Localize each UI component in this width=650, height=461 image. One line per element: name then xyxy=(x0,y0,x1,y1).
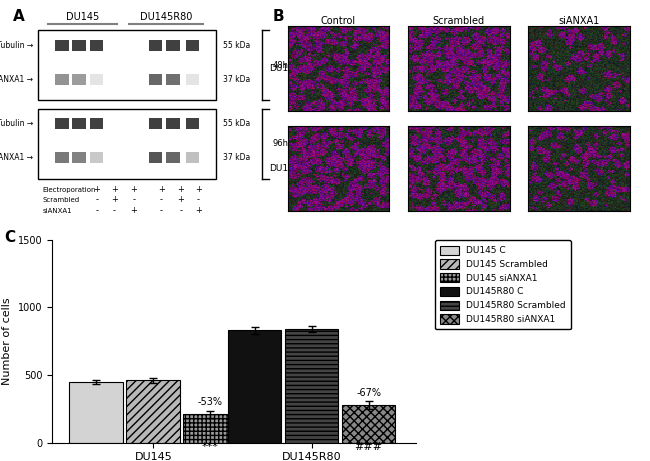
Text: 96h: 96h xyxy=(272,139,289,148)
Text: 55 kDa: 55 kDa xyxy=(223,41,250,50)
Text: Scrambled: Scrambled xyxy=(433,16,485,25)
Text: -: - xyxy=(96,195,99,204)
Text: +: + xyxy=(158,184,164,194)
FancyBboxPatch shape xyxy=(72,153,86,163)
Text: ###: ### xyxy=(354,442,383,452)
Text: -67%: -67% xyxy=(356,388,381,398)
Text: Tubulin →: Tubulin → xyxy=(0,41,32,50)
Text: B: B xyxy=(273,9,285,24)
FancyBboxPatch shape xyxy=(186,74,200,84)
FancyBboxPatch shape xyxy=(186,118,200,129)
Text: -53%: -53% xyxy=(198,397,223,408)
Text: ANXA1 →: ANXA1 → xyxy=(0,153,32,162)
Text: +: + xyxy=(111,184,118,194)
Text: -: - xyxy=(112,206,116,215)
FancyBboxPatch shape xyxy=(186,153,200,163)
Text: Scrambled: Scrambled xyxy=(43,197,80,203)
Text: +: + xyxy=(195,184,202,194)
Text: C: C xyxy=(5,230,16,245)
FancyBboxPatch shape xyxy=(149,40,162,51)
FancyBboxPatch shape xyxy=(149,118,162,129)
Bar xyxy=(342,405,395,443)
Text: 48h: 48h xyxy=(272,61,289,70)
Text: 37 kDa: 37 kDa xyxy=(223,153,250,162)
FancyBboxPatch shape xyxy=(55,118,69,129)
FancyBboxPatch shape xyxy=(72,118,86,129)
Text: Electroporation: Electroporation xyxy=(43,187,96,193)
Text: 55 kDa: 55 kDa xyxy=(223,119,250,128)
FancyBboxPatch shape xyxy=(166,153,179,163)
Text: -: - xyxy=(96,206,99,215)
Text: +: + xyxy=(111,195,118,204)
FancyBboxPatch shape xyxy=(55,74,69,84)
Text: A: A xyxy=(13,9,25,24)
Text: -: - xyxy=(197,195,200,204)
Text: ANXA1 →: ANXA1 → xyxy=(0,75,32,84)
Y-axis label: Number of cells: Number of cells xyxy=(2,297,12,385)
Text: +: + xyxy=(177,195,185,204)
Bar xyxy=(227,331,281,443)
FancyBboxPatch shape xyxy=(90,40,103,51)
FancyBboxPatch shape xyxy=(90,74,103,84)
FancyBboxPatch shape xyxy=(72,74,86,84)
FancyBboxPatch shape xyxy=(55,153,69,163)
Text: +: + xyxy=(94,184,100,194)
Text: siANXA1: siANXA1 xyxy=(43,208,72,214)
Bar xyxy=(70,382,124,443)
FancyBboxPatch shape xyxy=(149,153,162,163)
Text: -: - xyxy=(133,195,136,204)
Text: +: + xyxy=(131,206,137,215)
Text: -: - xyxy=(160,206,162,215)
FancyBboxPatch shape xyxy=(55,40,69,51)
Text: 37 kDa: 37 kDa xyxy=(223,75,250,84)
Text: -: - xyxy=(160,195,162,204)
FancyBboxPatch shape xyxy=(90,118,103,129)
FancyBboxPatch shape xyxy=(166,118,179,129)
Text: DU145: DU145 xyxy=(66,12,99,22)
FancyBboxPatch shape xyxy=(186,40,200,51)
Bar xyxy=(183,414,237,443)
FancyBboxPatch shape xyxy=(38,109,216,179)
Legend: DU145 C, DU145 Scrambled, DU145 siANXA1, DU145R80 C, DU145R80 Scrambled, DU145R8: DU145 C, DU145 Scrambled, DU145 siANXA1,… xyxy=(435,240,571,329)
Text: +: + xyxy=(177,184,185,194)
FancyBboxPatch shape xyxy=(90,153,103,163)
Bar xyxy=(126,380,180,443)
Text: -: - xyxy=(179,206,183,215)
Text: DU145: DU145 xyxy=(269,64,300,73)
FancyBboxPatch shape xyxy=(166,40,179,51)
Text: DU145R80: DU145R80 xyxy=(269,164,318,173)
Text: Tubulin →: Tubulin → xyxy=(0,119,32,128)
FancyBboxPatch shape xyxy=(166,74,179,84)
Text: +: + xyxy=(131,184,137,194)
Text: +: + xyxy=(195,206,202,215)
FancyBboxPatch shape xyxy=(149,74,162,84)
Text: siANXA1: siANXA1 xyxy=(558,16,599,25)
Text: ***: *** xyxy=(202,442,218,452)
Text: Control: Control xyxy=(321,16,356,25)
Bar xyxy=(285,329,339,443)
Text: DU145R80: DU145R80 xyxy=(140,12,192,22)
FancyBboxPatch shape xyxy=(72,40,86,51)
FancyBboxPatch shape xyxy=(38,30,216,100)
